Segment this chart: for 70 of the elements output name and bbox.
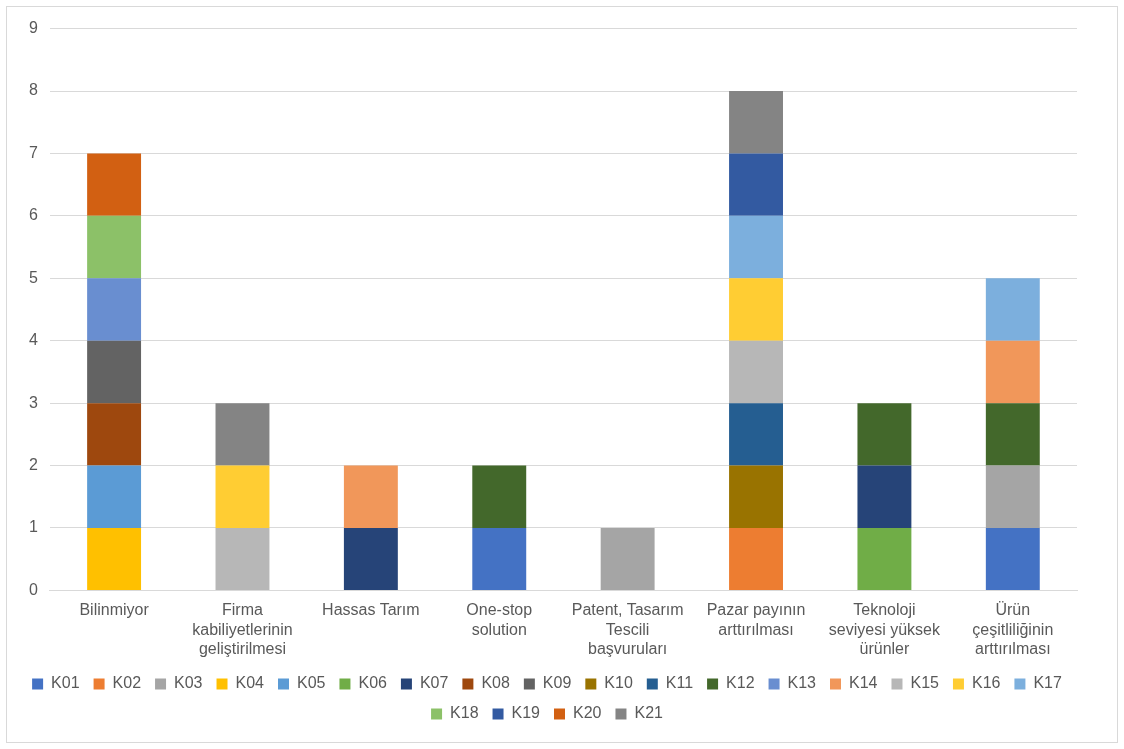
bar — [857, 527, 912, 590]
bar — [729, 215, 783, 279]
y-tick-label: 0 — [28, 580, 38, 598]
x-tick-label: Bilinmiyor — [79, 601, 150, 619]
bar — [985, 278, 1040, 341]
legend-label: K20 — [573, 704, 602, 722]
bar — [215, 527, 270, 590]
bar — [215, 403, 270, 466]
legend-label: K12 — [726, 674, 755, 692]
legend-label: K09 — [542, 674, 572, 692]
legend-label: K01 — [51, 674, 80, 692]
bar — [857, 403, 912, 466]
bar — [87, 278, 142, 341]
bar — [215, 465, 270, 528]
bar — [472, 465, 527, 528]
legend-label: K06 — [358, 674, 388, 692]
legend-label: K16 — [971, 674, 1001, 692]
bar — [87, 465, 142, 528]
bar — [729, 465, 783, 528]
bar — [985, 527, 1040, 590]
bar — [985, 403, 1040, 466]
bar — [729, 340, 783, 404]
legend-label: K17 — [1033, 674, 1062, 692]
bar — [343, 527, 398, 590]
y-tick-label: 1 — [28, 518, 38, 536]
y-tick-label: 4 — [28, 331, 38, 349]
bar — [343, 465, 398, 528]
bar — [985, 465, 1040, 528]
legend-label: K07 — [419, 674, 449, 692]
legend-label: K02 — [112, 674, 142, 692]
legend-label: K13 — [787, 674, 817, 692]
x-tick-label: Hassas Tarım — [322, 601, 420, 619]
x-tick-label: Pazar payının arttırılması — [706, 601, 806, 638]
legend-label: K14 — [849, 674, 878, 692]
legend-label: K21 — [634, 704, 664, 722]
legend-label: K03 — [174, 674, 203, 692]
bar — [729, 278, 783, 341]
legend-label: K15 — [910, 674, 940, 692]
legend-label: K05 — [296, 674, 326, 692]
legend-label: K19 — [511, 704, 541, 722]
y-tick-label: 2 — [28, 455, 38, 473]
legend-label: K08 — [481, 674, 510, 692]
x-tick-label: Patent, Tasarım Tescili başvuruları — [571, 601, 684, 657]
bar — [87, 215, 142, 279]
bar — [87, 527, 142, 590]
y-tick-label: 5 — [28, 268, 38, 286]
x-tick-label: Teknoloji seviyesi yüksek ürünler — [828, 601, 941, 657]
bar — [729, 91, 783, 154]
legend-label: K04 — [235, 674, 265, 692]
bar — [472, 527, 527, 590]
bar — [600, 527, 655, 590]
y-tick-label: 9 — [28, 19, 38, 37]
x-tick-label: Firma kabiliyetlerinin geliştirilmesi — [192, 601, 293, 657]
legend-label: K18 — [450, 704, 479, 722]
legend-label: K10 — [604, 674, 633, 692]
bar — [729, 153, 783, 216]
y-tick-label: 7 — [28, 143, 38, 161]
bar — [729, 403, 783, 466]
bar — [87, 340, 142, 404]
bar — [87, 153, 142, 216]
bar — [985, 340, 1040, 404]
y-tick-label: 3 — [28, 393, 38, 411]
bar — [857, 465, 912, 528]
x-tick-label: One-stop solution — [466, 601, 533, 638]
y-tick-label: 8 — [28, 81, 38, 99]
bar — [87, 403, 142, 466]
bar — [729, 527, 783, 590]
x-tick-label: Ürün çeşitliliğinin arttırılması — [972, 601, 1054, 657]
y-tick-label: 6 — [28, 206, 38, 224]
legend-label: K11 — [665, 674, 694, 692]
